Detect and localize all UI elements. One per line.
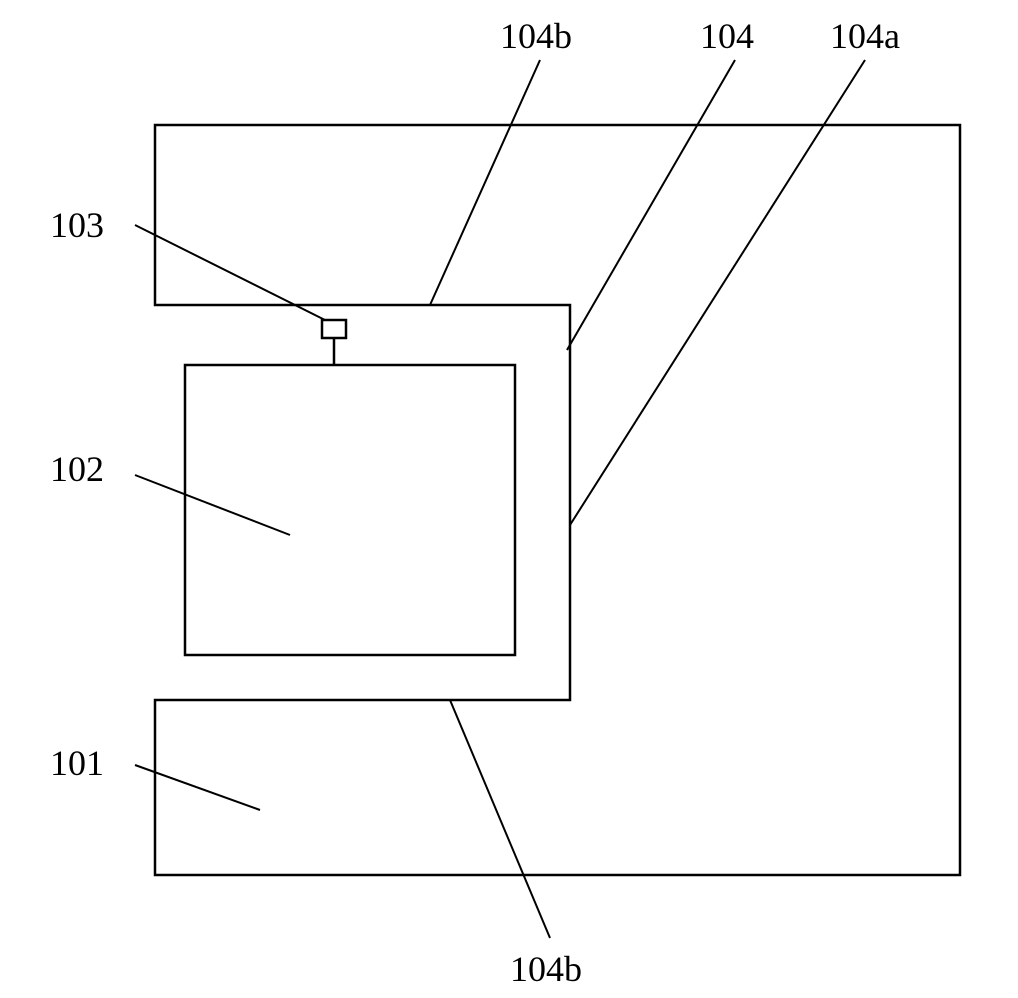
leader-102 (135, 475, 290, 535)
label-103: 103 (50, 204, 104, 246)
label-101: 101 (50, 742, 104, 784)
leader-104a (570, 60, 865, 525)
small-rect-103 (322, 320, 346, 338)
label-104a: 104a (830, 15, 900, 57)
diagram-svg (0, 0, 1018, 998)
label-102: 102 (50, 448, 104, 490)
technical-diagram: 101 102 103 104b 104 104a 104b (0, 0, 1018, 998)
inner-rect-102 (185, 365, 515, 655)
label-104b-top: 104b (500, 15, 572, 57)
outer-frame-101 (155, 125, 960, 875)
label-104b-bottom: 104b (510, 948, 582, 990)
label-104: 104 (700, 15, 754, 57)
leader-104b-top (430, 60, 540, 305)
leader-104b-bottom (450, 700, 550, 938)
